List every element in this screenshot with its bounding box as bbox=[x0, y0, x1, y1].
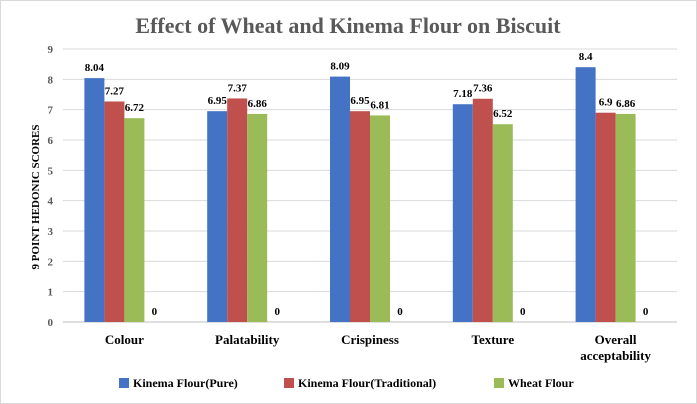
legend-swatch bbox=[284, 378, 294, 388]
data-label: 6.86 bbox=[616, 98, 636, 110]
y-tick-label: 0 bbox=[48, 317, 54, 329]
data-label: 8.04 bbox=[85, 62, 105, 74]
chart-title: Effect of Wheat and Kinema Flour on Bisc… bbox=[135, 13, 561, 38]
x-category-label: Texture bbox=[471, 332, 514, 347]
data-label: 0 bbox=[397, 306, 403, 318]
bar-2-1 bbox=[104, 101, 125, 322]
data-label: 6.95 bbox=[350, 95, 370, 107]
legend-swatch bbox=[119, 378, 129, 388]
data-label: 8.4 bbox=[579, 51, 593, 63]
bar-2-3 bbox=[350, 111, 370, 322]
bar-3-1 bbox=[124, 118, 145, 322]
x-category-label: Crispiness bbox=[341, 332, 399, 347]
data-label: 0 bbox=[152, 306, 158, 318]
y-tick-label: 2 bbox=[48, 256, 54, 268]
x-category-label: Overall bbox=[595, 332, 637, 347]
x-category-label: acceptability bbox=[580, 348, 651, 363]
bar-2-4 bbox=[472, 98, 493, 322]
y-tick-label: 6 bbox=[48, 135, 54, 147]
x-axis-categories: Colour Palatability Crispiness Texture Overa… bbox=[105, 332, 652, 363]
bar-2-5 bbox=[595, 112, 616, 322]
bars bbox=[84, 67, 636, 323]
bar-1-1 bbox=[84, 78, 105, 323]
data-label: 6.86 bbox=[248, 98, 268, 110]
bar-3-5 bbox=[615, 113, 636, 322]
data-label: 7.18 bbox=[453, 88, 473, 100]
y-tick-label: 3 bbox=[48, 226, 54, 238]
y-tick-label: 4 bbox=[48, 196, 54, 208]
bar-3-3 bbox=[370, 115, 390, 323]
legend: Kinema Flour(Pure) Kinema Flour(Tradition… bbox=[119, 376, 574, 390]
y-axis-label: 9 POINT HEDONIC SCORES bbox=[30, 125, 42, 270]
data-label: 0 bbox=[274, 306, 280, 318]
data-label: 7.37 bbox=[228, 82, 248, 94]
bar-3-2 bbox=[247, 113, 268, 322]
legend-label: Kinema Flour(Pure) bbox=[133, 376, 238, 390]
x-category-label: Palatability bbox=[215, 332, 280, 347]
data-label: 7.27 bbox=[105, 85, 125, 97]
y-tick-label: 5 bbox=[48, 165, 54, 177]
data-label: 0 bbox=[643, 306, 649, 318]
bar-1-4 bbox=[452, 104, 473, 322]
data-label: 6.81 bbox=[370, 99, 389, 111]
data-label: 6.95 bbox=[208, 95, 228, 107]
y-tick-label: 7 bbox=[48, 105, 54, 117]
legend-swatch bbox=[494, 378, 504, 388]
bar-3-4 bbox=[492, 124, 513, 322]
data-label: 6.9 bbox=[599, 97, 613, 109]
bar-1-2 bbox=[207, 111, 228, 322]
y-tick-label: 1 bbox=[48, 287, 54, 299]
bar-2-2 bbox=[227, 98, 248, 323]
y-tick-label: 8 bbox=[48, 74, 54, 86]
data-label: 7.36 bbox=[473, 83, 493, 95]
data-label: 6.72 bbox=[125, 102, 145, 114]
y-axis-ticks: 0 1 2 3 4 5 6 7 8 9 bbox=[48, 44, 54, 329]
legend-label: Kinema Flour(Traditional) bbox=[298, 376, 436, 390]
data-label: 6.52 bbox=[493, 108, 513, 120]
legend-label: Wheat Flour bbox=[508, 376, 574, 390]
bar-1-3 bbox=[330, 76, 350, 322]
x-category-label: Colour bbox=[105, 332, 144, 347]
data-label: 8.09 bbox=[330, 61, 350, 73]
y-tick-label: 9 bbox=[48, 44, 54, 56]
data-label: 0 bbox=[520, 306, 526, 318]
bar-1-5 bbox=[575, 67, 596, 322]
